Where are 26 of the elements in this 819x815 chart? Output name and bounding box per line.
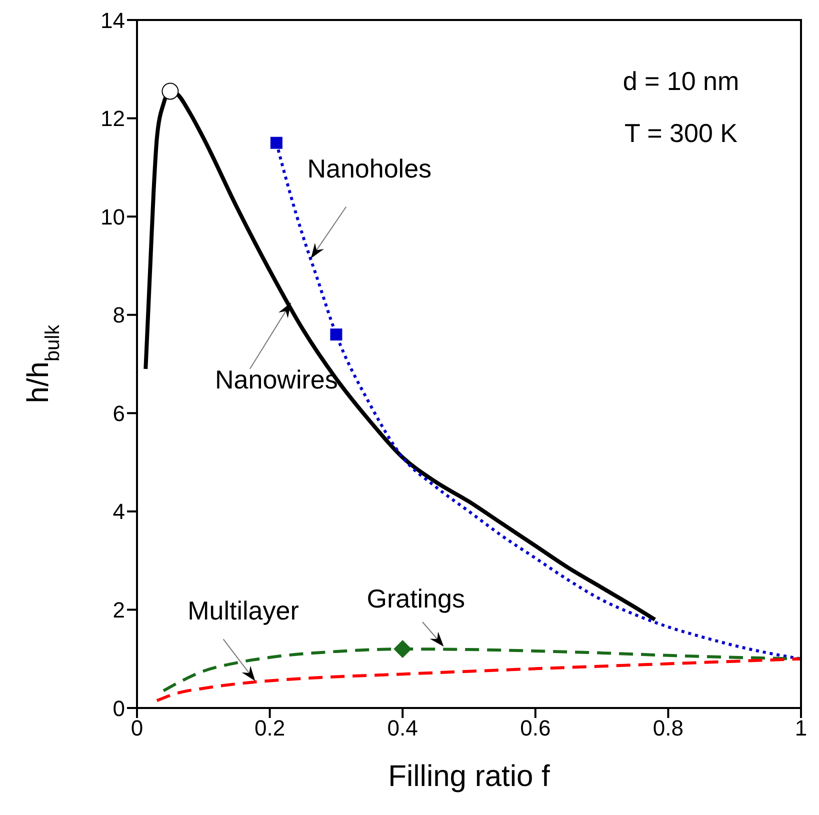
y-tick-label: 0 (112, 696, 125, 721)
x-tick-label: 0.6 (520, 716, 551, 741)
y-tick-label: 4 (112, 499, 125, 524)
x-tick-label: 0.8 (652, 716, 684, 741)
x-tick-label: 0.2 (254, 716, 286, 741)
y-tick-label: 12 (100, 106, 125, 132)
line-series (155, 657, 801, 702)
x-tick-label: 1 (794, 716, 808, 741)
y-tick-label: 2 (112, 598, 125, 623)
y-tick-label: 6 (112, 400, 125, 426)
x-axis-title: Filling ratio f (388, 760, 551, 793)
annotation: T = 300 K (624, 118, 738, 148)
y-tick-label: 8 (112, 302, 125, 328)
point (162, 82, 179, 100)
point (394, 640, 412, 658)
y-tick-label: 10 (100, 204, 125, 230)
x-tick-label: 0 (130, 716, 144, 741)
series-label: Gratings (366, 583, 466, 614)
point (270, 136, 282, 149)
x-tick-label: 0.4 (387, 716, 418, 741)
text: Multilayer (188, 596, 300, 626)
y-tick-label: 14 (100, 8, 125, 33)
series-label: Nanoholes (307, 153, 432, 184)
series-label: Nanowires (215, 364, 338, 395)
point (330, 328, 342, 341)
annotation: d = 10 nm (622, 66, 740, 96)
